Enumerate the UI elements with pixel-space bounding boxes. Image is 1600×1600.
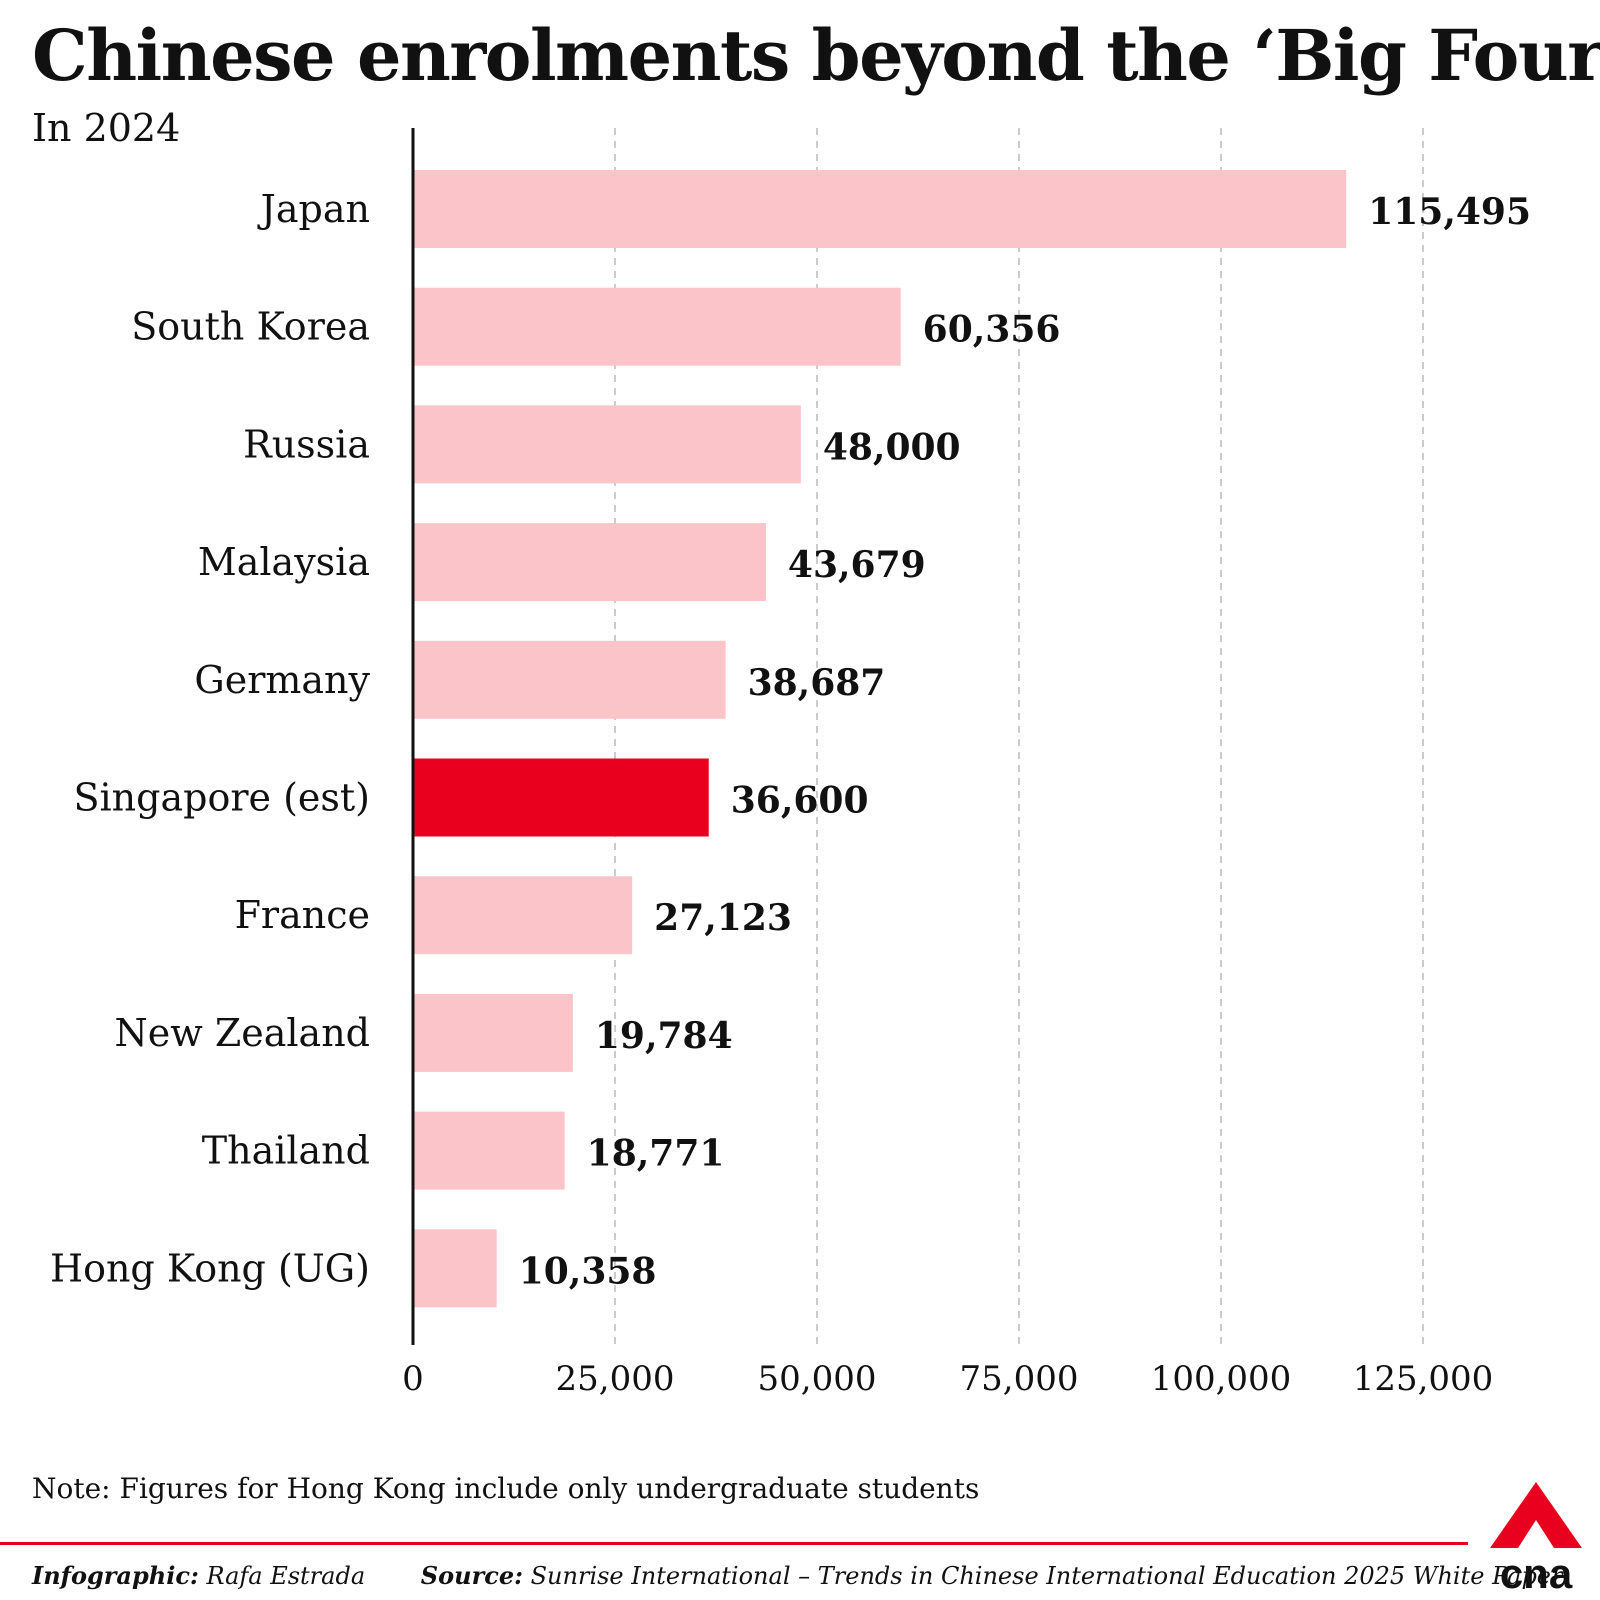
value-label-hong-kong-ug: 10,358 xyxy=(519,1250,657,1292)
value-label-singapore-est: 36,600 xyxy=(731,780,869,822)
bar-chart: 0 25,000 50,000 75,000 100,000 125,000 Japan 11… xyxy=(50,128,1531,1399)
category-label-hong-kong-ug: Hong Kong (UG) xyxy=(50,1246,370,1290)
grid-lines xyxy=(614,128,1424,1345)
value-label-japan: 115,495 xyxy=(1368,191,1531,233)
value-label-thailand: 18,771 xyxy=(587,1133,725,1175)
chart-subtitle: In 2024 xyxy=(32,106,181,150)
category-label-germany: Germany xyxy=(194,658,370,702)
labels: 0 25,000 50,000 75,000 100,000 125,000 Japan 11… xyxy=(50,187,1531,1399)
footer: Infographic: Rafa Estrada Source: Sunris… xyxy=(32,1561,1563,1591)
x-tick-label-75000: 75,000 xyxy=(960,1359,1079,1399)
x-tick-label-100000: 100,000 xyxy=(1151,1359,1292,1399)
bar-new-zealand xyxy=(413,993,573,1072)
x-tick-label-0: 0 xyxy=(402,1359,424,1399)
bar-malaysia xyxy=(413,523,766,602)
source-text: Sunrise International – Trends in Chines… xyxy=(530,1562,1563,1590)
x-tick-label-50000: 50,000 xyxy=(758,1359,877,1399)
chart-title: Chinese enrolments beyond the ‘Big Four’ xyxy=(32,14,1600,97)
bar-thailand xyxy=(413,1111,565,1190)
bar-russia xyxy=(413,405,801,484)
value-label-new-zealand: 19,784 xyxy=(595,1015,733,1057)
bar-japan xyxy=(413,170,1347,248)
bar-france xyxy=(413,876,633,955)
bar-south-korea xyxy=(413,287,901,366)
source-label: Source: xyxy=(420,1561,523,1590)
value-label-russia: 48,000 xyxy=(823,426,961,468)
value-label-germany: 38,687 xyxy=(748,662,886,704)
category-label-singapore-est: Singapore (est) xyxy=(74,776,371,820)
credit-label: Infographic: xyxy=(32,1561,199,1590)
value-label-south-korea: 60,356 xyxy=(923,309,1061,351)
credit: Infographic: Rafa Estrada xyxy=(32,1561,366,1591)
logo-triangle-mark xyxy=(1490,1482,1582,1548)
bar-singapore-est xyxy=(413,758,709,837)
cna-logo: cna xyxy=(1490,1482,1582,1592)
bars xyxy=(413,170,1347,1308)
credit-name: Rafa Estrada xyxy=(206,1562,366,1590)
logo-wordmark: cna xyxy=(1500,1550,1573,1592)
x-tick-label-25000: 25,000 xyxy=(556,1359,675,1399)
bar-germany xyxy=(413,640,726,719)
category-label-new-zealand: New Zealand xyxy=(115,1011,371,1055)
source: Source: Sunrise International – Trends i… xyxy=(420,1561,1563,1591)
category-label-russia: Russia xyxy=(243,422,370,466)
category-label-south-korea: South Korea xyxy=(131,305,370,349)
category-label-malaysia: Malaysia xyxy=(198,540,370,584)
chart-note: Note: Figures for Hong Kong include only… xyxy=(32,1472,980,1505)
value-label-malaysia: 43,679 xyxy=(788,544,926,586)
category-label-france: France xyxy=(235,893,370,937)
x-tick-label-125000: 125,000 xyxy=(1353,1359,1494,1399)
category-label-thailand: Thailand xyxy=(202,1129,370,1173)
bar-hong-kong-ug xyxy=(413,1229,497,1308)
footer-divider xyxy=(0,1542,1468,1545)
value-label-france: 27,123 xyxy=(654,897,792,939)
category-label-japan: Japan xyxy=(257,187,370,231)
